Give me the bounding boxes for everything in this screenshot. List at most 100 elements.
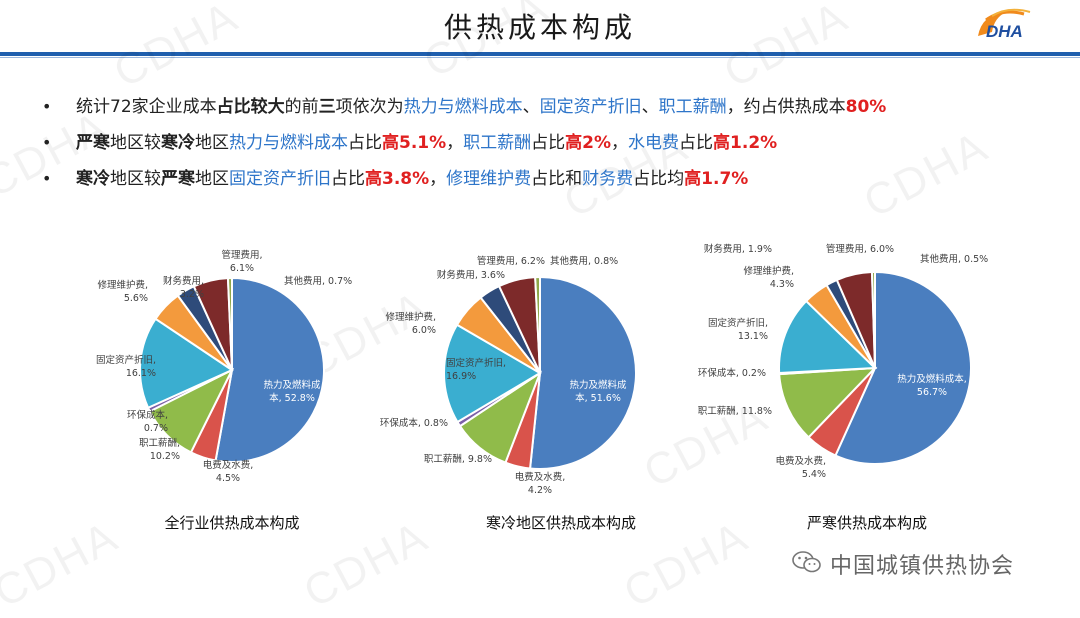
bullet-dot-icon: • (42, 169, 52, 188)
bullet-segment: 80% (845, 97, 887, 117)
bullet-list: • 统计72家企业成本占比较大的前三项依次为热力与燃料成本、固定资产折旧、职工薪酬… (42, 92, 1042, 200)
page-title: 供热成本构成 (443, 11, 636, 44)
bullet-segment: ，约占供热成本 (726, 97, 846, 117)
bullet-segment: 占比均 (633, 169, 685, 189)
pie-slice (139, 317, 235, 410)
bullet-segment: 热力与燃料成本 (403, 97, 523, 117)
bullet-segment: 寒冷 (76, 169, 110, 189)
bullet-segment: 高2% (565, 133, 612, 153)
pie-data-label: 职工薪酬, 11.8% (698, 405, 772, 417)
pie-data-label: 职工薪酬, 9.8% (424, 453, 492, 465)
pie-data-label: 热力及燃料成本, 52.8% (263, 379, 321, 404)
logo-text: DHA (986, 22, 1023, 41)
chart-title: 全行业供热成本构成 (164, 514, 300, 532)
bullet-item: • 寒冷地区较严寒地区固定资产折旧占比高3.8%，修理维护费占比和财务费占比均高1… (42, 164, 1042, 200)
footer-text: 中国城镇供热协会 (830, 554, 1015, 579)
pie-data-label: 热力及燃料成本, 51.6% (569, 379, 627, 404)
bullet-segment: 占比 (348, 133, 382, 153)
bullet-segment: 热力与燃料成本 (229, 133, 348, 153)
pie-data-label: 管理费用, 6.1% (221, 249, 262, 274)
pie-data-label: 环保成本, 0.8% (380, 417, 448, 429)
bullet-segment: 占比较大 (216, 97, 285, 117)
bullet-segment: 地区较 (110, 133, 161, 153)
bullet-segment: 地区 (195, 133, 229, 153)
pie-slice (534, 275, 541, 374)
pie-data-label: 固定资产折旧, 16.9% (446, 357, 506, 382)
pie-slice (226, 276, 233, 371)
header-rule (0, 52, 1080, 56)
bullet-segment: 的前 (284, 97, 319, 117)
bullet-segment: 、 (522, 97, 540, 117)
bullet-segment: 占比和 (531, 169, 583, 189)
pie-data-label: 修理维护费, 6.0% (385, 311, 436, 336)
bullet-segment: 地区较 (110, 169, 161, 189)
pie-chart-severe-cold-region: 热力及燃料成本, 56.7% 电费及水费, 5.4% 职工薪酬, 11.8% 环保成本, … (698, 238, 1040, 498)
bullet-segment: 寒冷 (161, 133, 195, 153)
bullet-segment: 占比 (679, 133, 714, 153)
bullet-segment: 严寒 (76, 133, 110, 153)
header-rule-thin (0, 57, 1080, 58)
chart-title: 寒冷地区供热成本构成 (485, 514, 636, 532)
pie-data-label: 电费及水费, 4.5% (203, 459, 254, 484)
bullet-dot-icon: • (42, 97, 52, 116)
pie-slice (870, 270, 876, 369)
pie-svg: 热力及燃料成本, 52.8% 电费及水费, 4.5% 职工薪酬, 10.2% 环保成本, 0… (96, 249, 352, 484)
bullet-segment: 三 (318, 97, 336, 117)
bullet-segment: 高1.2% (713, 133, 778, 153)
bullet-segment: 固定资产折旧 (229, 169, 331, 189)
bullet-dot-icon: • (42, 133, 52, 152)
pie-data-label: 管理费用, 6.2% (477, 255, 545, 267)
bullet-segment: 地区 (195, 169, 229, 189)
bullet-segment: 、 (641, 97, 659, 117)
bullet-segment: 固定资产折旧 (539, 97, 642, 117)
pie-svg: 热力及燃料成本, 51.6% 电费及水费, 4.2% 职工薪酬, 9.8% 环保成本, … (380, 255, 637, 496)
bullet-text: 严寒地区较寒冷地区热力与燃料成本占比高5.1%，职工薪酬占比高2%，水电费占比高… (76, 133, 777, 153)
chart-title: 严寒供热成本构成 (806, 514, 927, 532)
pie-slice (214, 276, 325, 463)
pie-slice (778, 299, 878, 375)
bullet-segment: 职工薪酬 (658, 97, 727, 117)
pie-slice (778, 366, 878, 439)
bullet-segment: 高1.7% (684, 169, 749, 189)
bullet-segment: 占比 (531, 133, 566, 153)
pie-data-label: 修理维护费, 4.3% (743, 265, 794, 290)
pie-data-label: 固定资产折旧, 16.1% (96, 354, 156, 379)
bullet-segment: 修理维护费 (446, 169, 532, 189)
pie-data-label: 修理维护费, 5.6% (97, 279, 148, 304)
bullet-item: • 严寒地区较寒冷地区热力与燃料成本占比高5.1%，职工薪酬占比高2%，水电费占比… (42, 128, 1042, 164)
bullet-text: 寒冷地区较严寒地区固定资产折旧占比高3.8%，修理维护费占比和财务费占比均高1.… (76, 169, 748, 189)
pie-data-label: 电费及水费, 4.2% (515, 471, 566, 496)
pie-data-label: 电费及水费, 5.4% (775, 455, 826, 480)
pie-data-label: 职工薪酬, 10.2% (139, 437, 180, 462)
pie-data-label: 其他费用, 0.5% (920, 253, 988, 265)
pie-data-label: 财务费用, 1.9% (704, 243, 772, 255)
pie-svg: 热力及燃料成本, 56.7% 电费及水费, 5.4% 职工薪酬, 11.8% 环保成本, … (698, 243, 988, 480)
pie-data-label: 财务费用, 3.6% (437, 269, 505, 281)
bullet-segment: 水电费 (628, 133, 680, 153)
pie-data-label: 财务费用, 3.2% (163, 275, 204, 300)
pie-data-label: 管理费用, 6.0% (826, 243, 894, 255)
bullet-segment: ， (446, 133, 464, 153)
bullet-text: 统计72家企业成本占比较大的前三项依次为热力与燃料成本、固定资产折旧、职工薪酬，… (76, 97, 886, 117)
bullet-segment: 高5.1% (382, 133, 447, 153)
pie-data-label: 其他费用, 0.7% (284, 275, 352, 287)
bullet-item: • 统计72家企业成本占比较大的前三项依次为热力与燃料成本、固定资产折旧、职工薪酬… (42, 92, 1042, 128)
wechat-icon (792, 551, 821, 573)
pie-chart-cold-region: 热力及燃料成本, 51.6% 电费及水费, 4.2% 职工薪酬, 9.8% 环保成本, … (380, 238, 720, 498)
pie-data-label: 环保成本, 0.7% (127, 409, 168, 434)
pie-chart-all-industry: 热力及燃料成本, 52.8% 电费及水费, 4.5% 职工薪酬, 10.2% 环保成本, 0… (70, 238, 410, 498)
pie-slice (834, 270, 972, 465)
pie-slice (528, 275, 637, 470)
logo: DHA (972, 6, 1062, 50)
bullet-segment: 职工薪酬 (463, 133, 532, 153)
bullet-segment: 严寒 (161, 169, 195, 189)
pie-data-label: 热力及燃料成本, 56.7% (897, 373, 967, 398)
logo-swoosh-icon (978, 8, 1031, 36)
bullet-segment: 财务费 (582, 169, 634, 189)
bullet-segment: ， (429, 169, 447, 189)
bullet-segment: 项依次为 (335, 97, 404, 117)
bullet-segment: 统计72家企业成本 (76, 97, 217, 117)
pie-data-label: 环保成本, 0.2% (698, 367, 766, 379)
bullet-segment: 高3.8% (365, 169, 430, 189)
pie-data-label: 其他费用, 0.8% (550, 255, 618, 267)
